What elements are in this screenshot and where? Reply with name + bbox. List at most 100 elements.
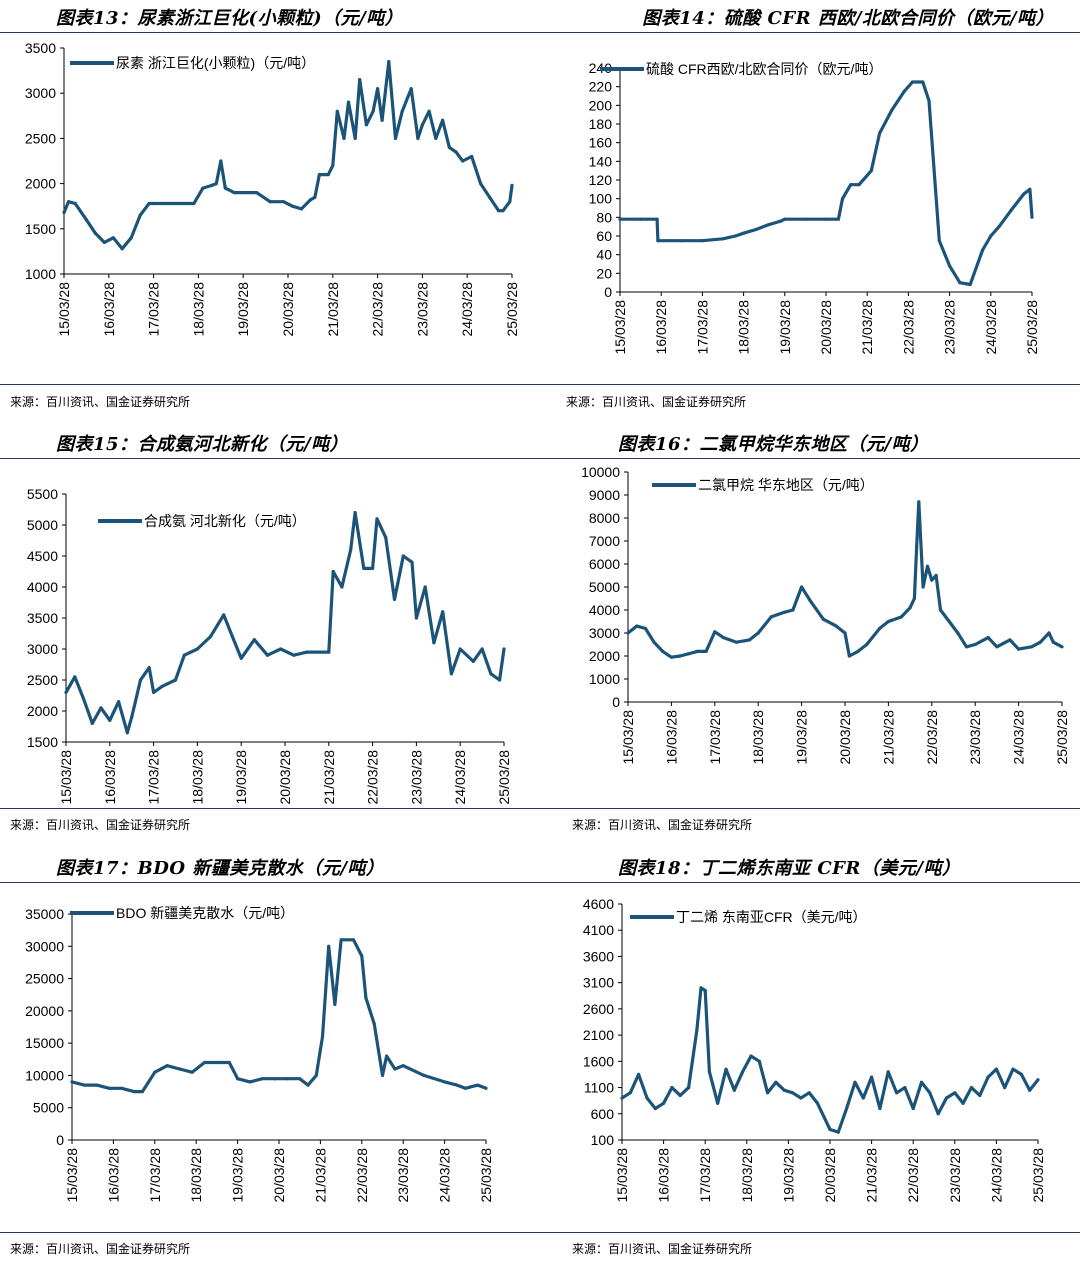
data-point — [653, 1106, 657, 1111]
data-point — [749, 1054, 753, 1058]
data-point — [733, 234, 737, 238]
data-point — [147, 201, 151, 206]
data-point — [643, 626, 647, 630]
x-tick-label: 15/03/28 — [614, 1148, 630, 1203]
data-point — [230, 635, 234, 639]
data-point — [774, 1080, 778, 1084]
data-point — [318, 1048, 322, 1052]
data-point — [510, 183, 514, 187]
data-point — [857, 183, 861, 187]
data-point — [964, 645, 969, 649]
y-tick-label: 2000 — [589, 648, 620, 664]
data-point — [130, 715, 134, 719]
data-point — [223, 186, 227, 190]
data-point — [782, 610, 786, 614]
x-tick-label: 25/03/28 — [1024, 300, 1040, 355]
data-point — [479, 182, 483, 186]
x-tick-label: 16/03/28 — [105, 1148, 121, 1203]
chart-panel-15: 图表15：合成氨河北新化（元/吨） 1500 2000 2500 3000 3500 40… — [0, 426, 540, 846]
data-point — [107, 1086, 111, 1090]
x-tick-label: 17/03/28 — [146, 282, 162, 337]
data-point — [836, 1130, 840, 1134]
data-point — [699, 986, 703, 990]
data-point — [995, 645, 999, 649]
data-point — [501, 209, 505, 213]
data-point — [1047, 631, 1051, 635]
legend-label: 丁二烯 东南亚CFR（美元/吨） — [676, 909, 867, 925]
y-tick-label: 4000 — [589, 602, 620, 618]
x-tick-label: 17/03/28 — [694, 300, 710, 355]
data-point — [903, 1086, 907, 1090]
data-point — [713, 630, 717, 634]
data-point — [769, 615, 773, 619]
data-point — [921, 80, 925, 84]
data-point — [64, 690, 68, 694]
data-point — [299, 207, 303, 211]
data-point — [618, 217, 622, 221]
data-point — [339, 938, 343, 942]
title-rule — [0, 32, 540, 33]
data-point — [73, 201, 77, 206]
series-line — [621, 986, 1040, 1134]
data-point — [626, 631, 630, 635]
x-tick-label: 20/03/28 — [277, 750, 293, 805]
data-point — [314, 1073, 318, 1077]
data-point — [791, 1091, 795, 1095]
data-point — [639, 217, 643, 221]
data-point — [165, 1064, 169, 1068]
data-point — [66, 200, 71, 204]
x-tick-label: 21/03/28 — [859, 300, 875, 355]
data-point — [117, 700, 121, 704]
data-point — [331, 569, 335, 574]
x-tick-label: 24/03/28 — [437, 1148, 453, 1203]
data-point — [400, 109, 404, 113]
data-point — [201, 186, 205, 190]
x-tick-label: 18/03/28 — [188, 1148, 204, 1203]
data-point — [160, 684, 164, 688]
data-point — [502, 647, 506, 651]
y-tick-label: 600 — [591, 1106, 615, 1122]
y-tick-label: 140 — [589, 153, 613, 169]
data-point — [766, 223, 770, 227]
x-tick-label: 20/03/28 — [822, 1148, 838, 1203]
data-point — [707, 1070, 711, 1074]
data-point — [195, 647, 199, 651]
chart-plot: 0 5000 10000 15000 20000 25000 30000 35000 15/03… — [25, 905, 494, 1203]
y-tick-label: 100 — [591, 1132, 615, 1148]
data-point — [317, 173, 321, 177]
data-point — [732, 1088, 736, 1092]
data-point — [921, 585, 925, 589]
x-tick-label: 15/03/28 — [612, 300, 628, 355]
y-tick-label: 9000 — [589, 487, 620, 503]
chart-plot: 1500 2000 2500 3000 3500 4000 4500 5000 5500 15/0… — [27, 486, 512, 805]
y-tick-label: 7000 — [589, 533, 620, 549]
data-point — [938, 608, 943, 612]
data-point — [1017, 647, 1021, 651]
x-tick-label: 20/03/28 — [818, 300, 834, 355]
data-point — [620, 1096, 624, 1100]
y-tick-label: 1000 — [589, 671, 620, 687]
data-point — [508, 200, 512, 204]
data-point — [915, 546, 919, 550]
data-point — [73, 675, 77, 679]
data-point — [380, 118, 384, 122]
data-point — [937, 239, 941, 243]
data-point — [353, 511, 357, 515]
data-point — [93, 231, 97, 235]
x-tick-label: 21/03/28 — [325, 282, 341, 337]
data-point — [741, 1070, 745, 1074]
data-point — [372, 1022, 376, 1026]
data-point — [716, 1101, 720, 1105]
data-point — [680, 239, 684, 243]
x-tick-label: 25/03/28 — [496, 750, 512, 805]
data-point — [847, 654, 851, 658]
data-point — [856, 649, 860, 653]
data-point — [70, 1080, 74, 1084]
x-tick-label: 15/03/28 — [64, 1148, 80, 1203]
x-tick-label: 22/03/28 — [924, 710, 940, 765]
series-line — [64, 510, 506, 735]
data-point — [956, 631, 960, 635]
data-point — [836, 217, 840, 221]
data-point — [120, 247, 124, 251]
data-point — [878, 131, 882, 135]
